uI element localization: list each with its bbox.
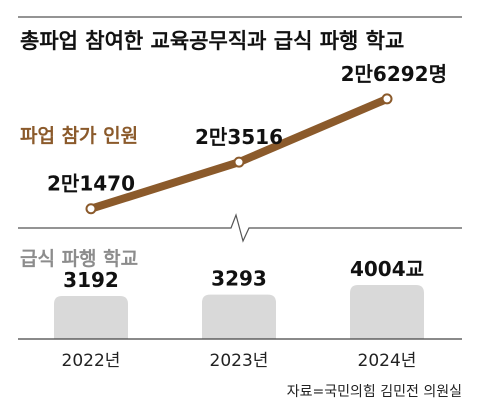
x-tick-label: 2023년 <box>210 351 269 371</box>
line-series: 2만1470 2만3516 2만6292명 <box>47 62 447 215</box>
x-axis-ticks: 2022년 2023년 2024년 <box>62 351 417 371</box>
x-tick-label: 2024년 <box>358 351 417 371</box>
strike-value-label: 2만6292명 <box>341 62 447 86</box>
axis-break-divider <box>18 213 462 243</box>
strike-point <box>381 93 393 105</box>
school-bar <box>350 285 424 339</box>
school-value-label: 4004교 <box>350 257 424 281</box>
x-tick-label: 2022년 <box>62 351 121 371</box>
strike-line <box>87 94 391 213</box>
bar-series-label: 급식 파행 학교 <box>20 248 138 270</box>
chart-title: 총파업 참여한 교육공무직과 급식 파행 학교 <box>20 29 404 53</box>
source-note: 자료=국민의힘 김민전 의원실 <box>287 384 462 400</box>
bar-series: 3192 3293 4004교 <box>54 257 424 339</box>
strike-value-label: 2만3516 <box>195 125 283 149</box>
school-value-label: 3293 <box>211 267 267 291</box>
strike-value-label: 2만1470 <box>47 172 135 196</box>
strike-point <box>233 156 245 168</box>
school-value-label: 3192 <box>63 268 119 292</box>
strike-point <box>85 203 97 215</box>
school-bar <box>202 294 276 339</box>
line-series-label: 파업 참가 인원 <box>20 125 138 147</box>
school-bar <box>54 295 128 339</box>
